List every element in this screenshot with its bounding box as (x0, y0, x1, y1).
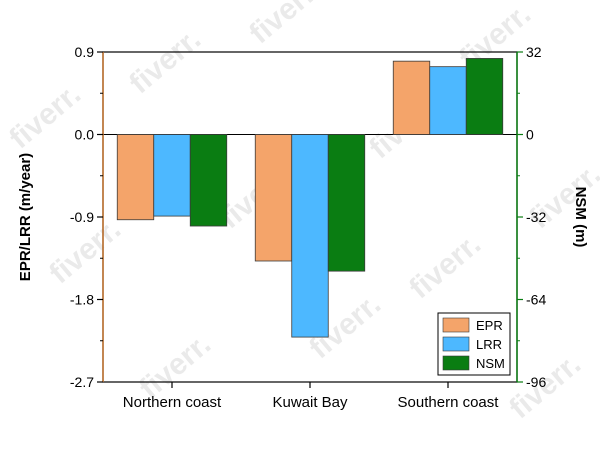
legend-label-lrr: LRR (476, 337, 502, 352)
bar-lrr-2 (291, 134, 329, 338)
legend-label-nsm: NSM (476, 356, 505, 371)
category-label: Southern coast (398, 394, 500, 411)
category-label: Kuwait Bay (272, 394, 348, 411)
legend-label-epr: EPR (476, 318, 503, 333)
watermark-text: fiverr. (123, 23, 207, 101)
bars-group (116, 58, 504, 338)
category-label: Northern coast (123, 394, 222, 411)
bar-nsm-2 (327, 134, 366, 272)
right-tick-label: -64 (526, 292, 546, 308)
watermark-text: fiverr. (403, 228, 487, 306)
right-tick-label: 0 (526, 127, 534, 143)
bar-nsm-1 (189, 134, 228, 227)
right-axis-title: NSM (m) (572, 187, 589, 248)
watermark-text: fiverr. (243, 0, 327, 50)
left-tick-label: -2.7 (70, 374, 94, 390)
right-tick-label: -32 (526, 209, 546, 225)
left-tick-label: 0.9 (75, 44, 95, 60)
ticks-group: 0.9 0.0 -0.9 -1.8 -2.7 32 0 -32 -64 -96 Northern c… (70, 44, 547, 411)
bar-epr-1 (116, 134, 155, 221)
bar-nsm-3 (465, 58, 504, 135)
right-tick-label: 32 (526, 44, 542, 60)
legend-swatch-epr (442, 317, 470, 333)
bar-lrr-1 (153, 134, 191, 217)
left-tick-label: -0.9 (70, 209, 94, 225)
right-tick-label: -96 (526, 374, 546, 390)
left-tick-label: 0.0 (75, 127, 95, 143)
watermark-text: fiverr. (3, 78, 87, 156)
bar-lrr-3 (429, 66, 467, 135)
left-axis-title: EPR/LRR (m/year) (17, 153, 34, 281)
bar-epr-3 (392, 60, 431, 135)
legend: EPR LRR NSM (437, 312, 511, 376)
legend-swatch-lrr (442, 336, 470, 352)
legend-swatch-nsm (442, 355, 470, 371)
bar-epr-2 (254, 134, 293, 262)
left-tick-label: -1.8 (70, 292, 94, 308)
